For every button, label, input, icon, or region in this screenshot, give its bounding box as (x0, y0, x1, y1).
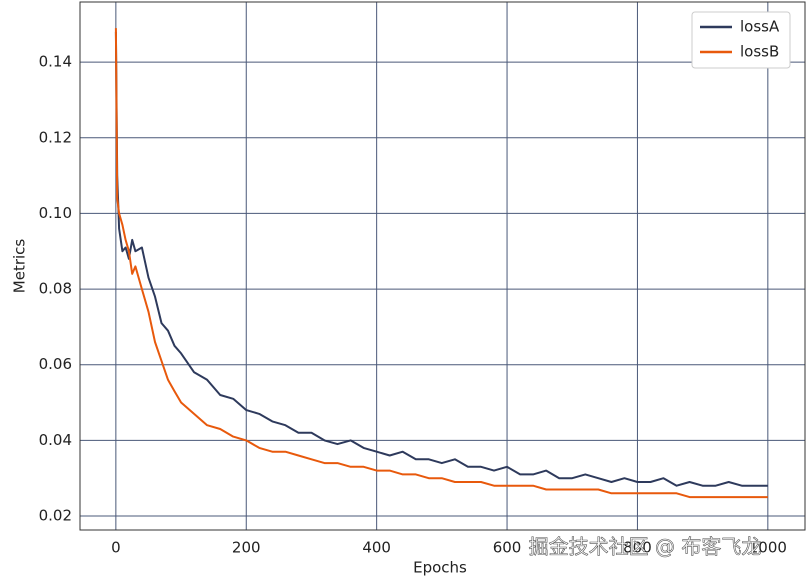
series-line (114, 28, 768, 499)
x-tick-label: 1000 (749, 539, 787, 557)
y-axis-label: Metrics (11, 239, 29, 294)
y-tick-label: 0.04 (39, 431, 72, 449)
y-tick-label: 0.02 (39, 507, 72, 525)
x-tick-label: 800 (623, 539, 652, 557)
x-tick-label: 400 (362, 539, 391, 557)
plot-frame (79, 1, 806, 531)
x-tick-label: 600 (493, 539, 522, 557)
y-tick-label: 0.08 (39, 280, 72, 298)
watermark: 掘金技术社区 @ 布客飞龙 (529, 535, 762, 559)
legend-label: lossA (740, 18, 780, 36)
legend-label: lossB (740, 43, 779, 61)
y-tick-label: 0.12 (39, 128, 72, 146)
x-axis-label: Epochs (413, 559, 467, 577)
y-tick-label: 0.10 (39, 204, 72, 222)
x-tick-label: 200 (232, 539, 261, 557)
x-tick-label: 0 (111, 539, 121, 557)
y-tick-label: 0.06 (39, 355, 72, 373)
y-tick-label: 0.14 (39, 53, 72, 71)
series-line (114, 31, 768, 487)
